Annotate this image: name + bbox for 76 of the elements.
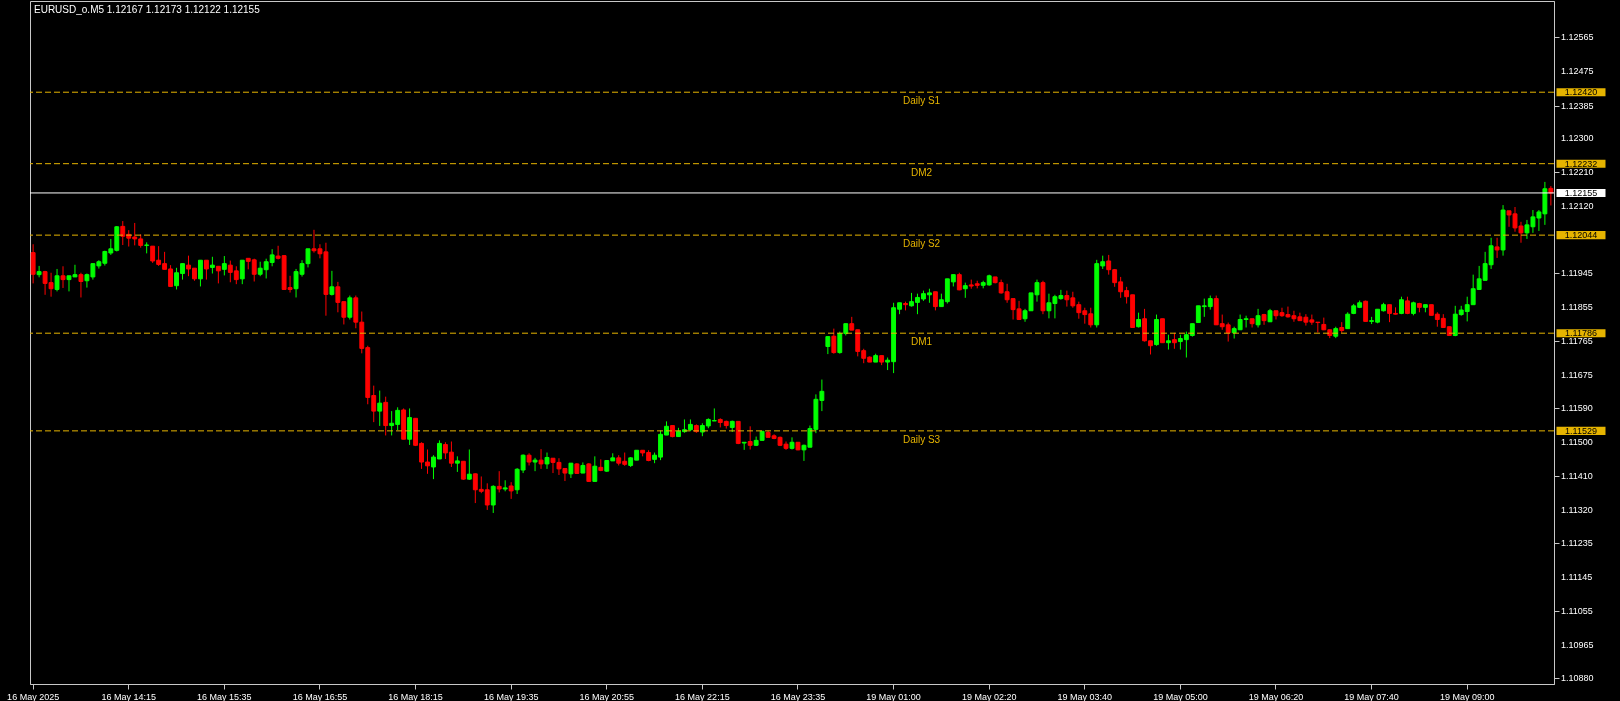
candlestick bbox=[932, 291, 938, 311]
candlestick bbox=[490, 484, 496, 514]
x-tick-label: 16 May 16:55 bbox=[292, 691, 348, 701]
candlestick bbox=[198, 259, 203, 287]
candlestick bbox=[221, 255, 227, 276]
candlestick bbox=[54, 268, 60, 292]
candlestick bbox=[377, 390, 383, 427]
candlestick bbox=[544, 452, 550, 470]
y-tick-label: 1.11855 bbox=[1561, 301, 1593, 312]
x-tick-label: 16 May 14:15 bbox=[101, 691, 157, 701]
x-tick-label: 19 May 06:20 bbox=[1248, 691, 1304, 701]
x-tick-label: 16 May 15:35 bbox=[197, 691, 252, 701]
ref-line-label: DM1 bbox=[910, 336, 933, 348]
candlestick bbox=[407, 407, 413, 446]
x-tick-label: 19 May 07:40 bbox=[1344, 691, 1399, 701]
candlestick bbox=[532, 457, 538, 472]
x-tick-label: 16 May 20:55 bbox=[579, 691, 635, 701]
candlestick bbox=[837, 331, 843, 355]
text: 1.12420 bbox=[1564, 87, 1598, 98]
candlestick bbox=[538, 448, 544, 470]
x-tick-label: 16 May 19:35 bbox=[483, 691, 539, 701]
x-tick-label: 16 May 22:15 bbox=[675, 691, 730, 701]
candlestick bbox=[831, 328, 837, 355]
y-tick-label: 1.12385 bbox=[1561, 100, 1594, 111]
text: 1.12232 bbox=[1564, 158, 1598, 169]
y-tick-label: 1.11410 bbox=[1561, 471, 1593, 482]
candlestick bbox=[586, 462, 592, 483]
ref-line-label: Daily S2 bbox=[902, 238, 941, 250]
y-tick-label: 1.11145 bbox=[1561, 571, 1593, 582]
text: 1.11529 bbox=[1565, 425, 1597, 436]
candlestick bbox=[329, 270, 335, 297]
candlestick bbox=[203, 259, 209, 281]
ref-line-label: DM2 bbox=[910, 166, 933, 178]
y-tick-label: 1.11765 bbox=[1561, 336, 1593, 347]
candlestick bbox=[460, 460, 466, 481]
candlestick bbox=[347, 295, 353, 321]
ref-line-label: Daily S3 bbox=[902, 433, 941, 445]
ref-line-label: Daily S1 bbox=[902, 95, 941, 107]
candlestick bbox=[30, 243, 36, 284]
text: 1.11786 bbox=[1565, 328, 1597, 339]
candlestick bbox=[36, 265, 42, 278]
y-tick-label: 1.11500 bbox=[1561, 436, 1593, 447]
x-tick-label: 19 May 09:00 bbox=[1439, 691, 1495, 701]
y-tick-label: 1.12565 bbox=[1561, 32, 1594, 43]
y-tick-label: 1.12210 bbox=[1561, 167, 1594, 178]
candlestick bbox=[496, 470, 502, 493]
y-tick-label: 1.11055 bbox=[1561, 606, 1593, 617]
candlestick bbox=[592, 455, 598, 482]
candlestick bbox=[78, 272, 84, 298]
y-tick-label: 1.11675 bbox=[1561, 370, 1593, 381]
text: 1.12155 bbox=[1564, 187, 1598, 198]
candlestick bbox=[466, 448, 472, 481]
x-tick-label: 19 May 03:40 bbox=[1057, 691, 1113, 701]
x-tick-label: 19 May 05:00 bbox=[1153, 691, 1208, 701]
y-tick-label: 1.12300 bbox=[1561, 132, 1594, 143]
y-tick-label: 1.11945 bbox=[1561, 267, 1593, 278]
x-tick-label: 16 May 23:35 bbox=[770, 691, 826, 701]
x-tick-label: 16 May 18:15 bbox=[388, 691, 443, 701]
candlestick bbox=[1255, 308, 1261, 328]
text: 1.12044 bbox=[1564, 230, 1598, 241]
candlestick bbox=[1494, 237, 1500, 259]
y-tick-label: 1.10965 bbox=[1561, 640, 1594, 651]
x-tick-label: 16 May 2025 bbox=[7, 691, 60, 701]
x-tick-label: 19 May 02:20 bbox=[961, 691, 1017, 701]
chart-title: EURUSD_o.M5 1.12167 1.12173 1.12122 1.12155 bbox=[34, 4, 261, 15]
y-tick-label: 1.12120 bbox=[1561, 201, 1594, 212]
candlestick bbox=[60, 265, 66, 289]
y-tick-label: 1.11320 bbox=[1561, 505, 1593, 516]
candlestick bbox=[239, 259, 245, 285]
candlestick bbox=[747, 425, 753, 450]
y-tick-label: 1.11235 bbox=[1561, 537, 1593, 548]
y-tick-label: 1.11590 bbox=[1561, 402, 1593, 413]
candlestick bbox=[383, 396, 389, 436]
y-tick-label: 1.10880 bbox=[1561, 672, 1594, 683]
y-tick-label: 1.12475 bbox=[1561, 66, 1594, 77]
x-tick-label: 19 May 01:00 bbox=[866, 691, 921, 701]
